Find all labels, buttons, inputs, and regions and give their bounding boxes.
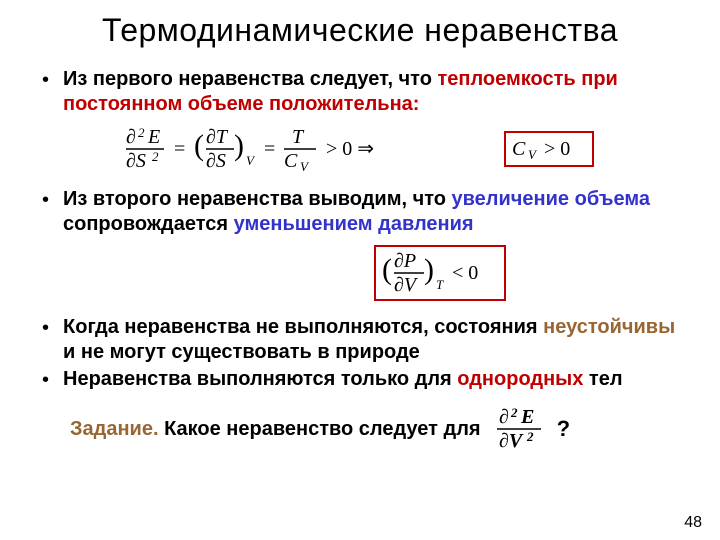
svg-text:∂: ∂ <box>499 407 509 428</box>
svg-text:> 0: > 0 <box>544 138 570 160</box>
svg-text:E: E <box>520 407 534 428</box>
svg-text:∂V: ∂V <box>394 274 419 296</box>
svg-text:∂S: ∂S <box>126 150 146 172</box>
formula-3: ∂2E ∂V2 <box>497 407 547 451</box>
svg-text:C: C <box>284 150 298 172</box>
svg-text:V: V <box>246 153 256 168</box>
svg-text:V: V <box>528 147 538 162</box>
svg-text:T: T <box>436 277 444 292</box>
svg-text:E: E <box>147 126 160 148</box>
svg-text:2: 2 <box>526 429 534 444</box>
page-number: 48 <box>684 514 702 532</box>
bullet-3-text: Когда неравенства не выполняются, состоя… <box>63 315 690 365</box>
bullet-1-text: Из первого неравенства следует, что тепл… <box>63 67 690 117</box>
svg-text:∂: ∂ <box>126 126 136 148</box>
svg-text:=: = <box>174 138 185 160</box>
slide-title: Термодинамические неравенства <box>30 12 690 49</box>
svg-text:< 0: < 0 <box>452 262 478 284</box>
svg-text:> 0 ⇒: > 0 ⇒ <box>326 138 374 160</box>
bullet-marker: • <box>42 367 49 393</box>
svg-text:=: = <box>264 138 275 160</box>
bullet-marker: • <box>42 187 49 237</box>
bullet-4-text: Неравенства выполняются только для однор… <box>63 367 623 393</box>
svg-text:T: T <box>292 126 305 148</box>
task-line: Задание. Какое неравенство следует для ∂… <box>30 407 690 451</box>
formula-1-box: CV > 0 <box>504 131 594 167</box>
svg-text:): ) <box>234 129 244 162</box>
formula-1: ∂2E ∂S2 = ( ∂T ∂S ) V = T CV > 0 ⇒ CV <box>30 125 690 173</box>
svg-text:(: ( <box>194 129 204 162</box>
question-mark: ? <box>557 416 570 442</box>
svg-text:∂S: ∂S <box>206 150 226 172</box>
svg-text:V: V <box>300 159 310 173</box>
svg-text:(: ( <box>382 253 392 286</box>
bullet-marker: • <box>42 315 49 365</box>
formula-2: ( ∂P ∂V ) T < 0 <box>190 245 690 301</box>
svg-text:∂V: ∂V <box>499 430 524 451</box>
bullet-marker: • <box>42 67 49 117</box>
bullet-2: • Из второго неравенства выводим, что ув… <box>30 187 690 237</box>
svg-text:): ) <box>424 253 434 286</box>
bullet-1: • Из первого неравенства следует, что те… <box>30 67 690 117</box>
svg-text:C: C <box>512 138 526 160</box>
bullet-2-text: Из второго неравенства выводим, что увел… <box>63 187 690 237</box>
svg-text:2: 2 <box>510 407 518 420</box>
bullet-4: • Неравенства выполняются только для одн… <box>30 367 690 393</box>
svg-text:∂T: ∂T <box>206 126 229 148</box>
bullet-3: • Когда неравенства не выполняются, сост… <box>30 315 690 365</box>
svg-text:2: 2 <box>138 125 145 140</box>
svg-text:2: 2 <box>152 149 159 164</box>
svg-text:∂P: ∂P <box>394 250 416 272</box>
formula-2-box: ( ∂P ∂V ) T < 0 <box>374 245 506 301</box>
